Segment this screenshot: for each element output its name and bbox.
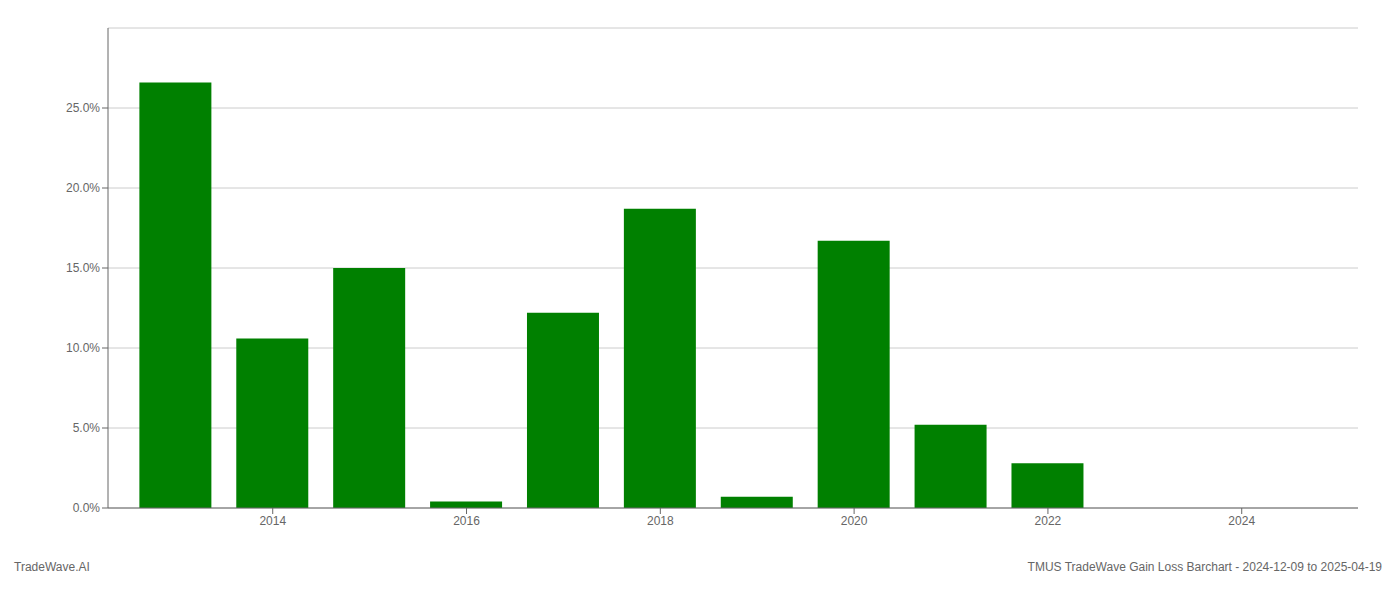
svg-text:15.0%: 15.0% [66, 261, 100, 275]
svg-text:2014: 2014 [259, 514, 286, 528]
svg-text:10.0%: 10.0% [66, 341, 100, 355]
html-text:TradeWave.AI: TradeWave.AI [14, 560, 90, 574]
svg-text:2016: 2016 [453, 514, 480, 528]
svg-text:25.0%: 25.0% [66, 101, 100, 115]
html-text:TMUS TradeWave Gain Loss Barch: TMUS TradeWave Gain Loss Barchart - 2024… [1027, 560, 1382, 574]
svg-text:2020: 2020 [841, 514, 868, 528]
svg-text:20.0%: 20.0% [66, 181, 100, 195]
svg-text:2018: 2018 [647, 514, 674, 528]
svg-text:2022: 2022 [1035, 514, 1062, 528]
svg-text:2024: 2024 [1228, 514, 1255, 528]
svg-text:5.0%: 5.0% [73, 421, 101, 435]
svg-text:0.0%: 0.0% [73, 501, 101, 515]
